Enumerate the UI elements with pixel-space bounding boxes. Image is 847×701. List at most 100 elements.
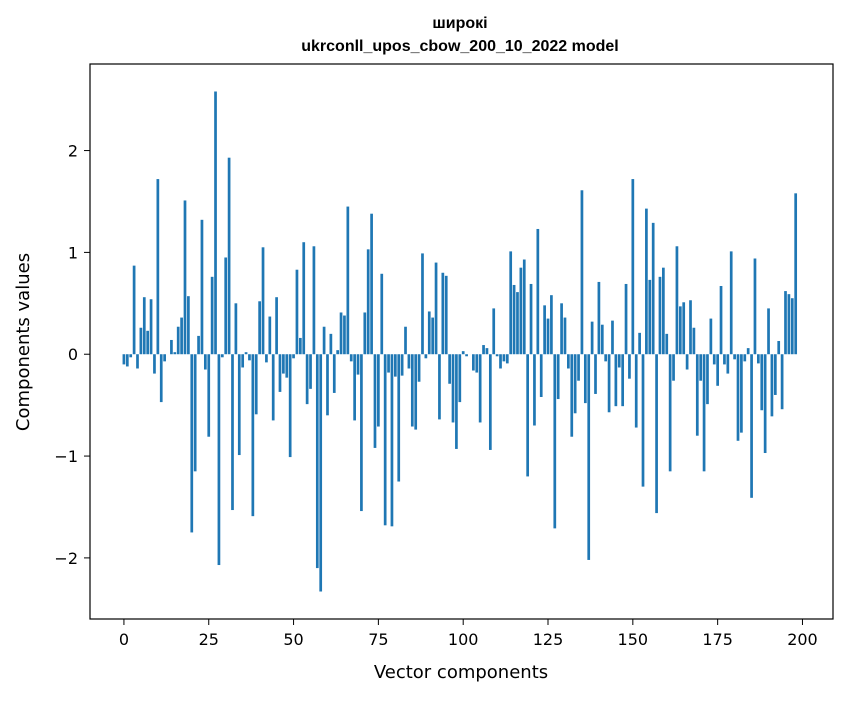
bar-55 — [309, 354, 312, 389]
bar-197 — [791, 298, 794, 354]
x-tick-label-175: 175 — [702, 630, 733, 649]
y-tick-label-2: 2 — [68, 142, 78, 161]
bar-14 — [170, 340, 173, 354]
bar-60 — [326, 354, 329, 415]
bar-17 — [180, 318, 183, 355]
bar-33 — [235, 303, 238, 354]
bar-7 — [146, 331, 149, 354]
bar-93 — [438, 354, 441, 419]
chart-title: широкі — [432, 15, 487, 32]
bar-9 — [153, 354, 156, 373]
x-tick-label-75: 75 — [368, 630, 388, 649]
bar-63 — [336, 350, 339, 354]
bar-107 — [486, 348, 489, 354]
bar-133 — [574, 354, 577, 413]
y-tick-label--1: −1 — [54, 447, 78, 466]
y-tick-label-0: 0 — [68, 345, 78, 364]
x-tick-label-125: 125 — [533, 630, 564, 649]
bar-41 — [262, 247, 265, 354]
bar-28 — [218, 354, 221, 565]
bar-154 — [645, 209, 648, 355]
bar-8 — [150, 299, 153, 354]
bar-84 — [408, 354, 411, 368]
bar-179 — [730, 251, 733, 354]
bar-10 — [157, 179, 160, 354]
bar-188 — [760, 354, 763, 410]
bar-155 — [648, 280, 651, 354]
bar-54 — [306, 354, 309, 404]
x-tick-label-50: 50 — [283, 630, 303, 649]
bar-64 — [340, 312, 343, 354]
bar-25 — [207, 354, 210, 436]
bar-115 — [513, 285, 516, 354]
bar-78 — [387, 354, 390, 372]
x-tick-label-150: 150 — [618, 630, 649, 649]
bar-92 — [435, 263, 438, 355]
bar-110 — [496, 354, 499, 356]
bar-5 — [140, 328, 143, 354]
bar-124 — [543, 305, 546, 354]
bar-175 — [716, 354, 719, 386]
bar-141 — [601, 325, 604, 355]
bar-149 — [628, 354, 631, 378]
bar-135 — [581, 190, 584, 354]
bar-106 — [482, 345, 485, 354]
bar-180 — [733, 354, 736, 359]
bar-24 — [204, 354, 207, 369]
bar-145 — [615, 354, 618, 406]
bar-147 — [621, 354, 624, 406]
bar-129 — [560, 303, 563, 354]
bar-126 — [550, 295, 553, 354]
bar-136 — [584, 354, 587, 403]
bar-49 — [289, 354, 292, 457]
bar-56 — [313, 246, 316, 354]
bar-66 — [346, 207, 349, 355]
bar-116 — [516, 292, 519, 354]
bar-192 — [774, 354, 777, 395]
bar-29 — [221, 354, 224, 357]
bar-91 — [431, 318, 434, 355]
bar-36 — [245, 352, 248, 354]
bar-181 — [737, 354, 740, 441]
bar-2 — [129, 354, 132, 357]
bar-184 — [747, 348, 750, 354]
bar-172 — [706, 354, 709, 404]
bar-11 — [160, 354, 163, 402]
bar-108 — [489, 354, 492, 450]
bar-43 — [268, 317, 271, 355]
bar-15 — [173, 352, 176, 354]
bar-150 — [631, 179, 634, 354]
bar-143 — [608, 354, 611, 412]
bar-177 — [723, 354, 726, 364]
bar-166 — [686, 354, 689, 369]
bar-series — [123, 92, 797, 592]
bar-157 — [655, 354, 658, 513]
bar-159 — [662, 268, 665, 355]
bar-18 — [184, 200, 187, 354]
bar-138 — [591, 322, 594, 355]
bar-46 — [279, 354, 282, 392]
bar-35 — [241, 354, 244, 367]
x-tick-label-25: 25 — [199, 630, 219, 649]
bar-37 — [248, 354, 251, 360]
bar-83 — [404, 327, 407, 355]
bar-72 — [367, 249, 370, 354]
bar-48 — [285, 354, 288, 377]
bar-62 — [333, 354, 336, 393]
bar-173 — [710, 319, 713, 355]
bar-87 — [418, 354, 421, 382]
bar-198 — [794, 193, 797, 354]
bar-82 — [401, 354, 404, 375]
bar-12 — [163, 354, 166, 361]
bar-0 — [123, 354, 126, 364]
bar-103 — [472, 354, 475, 370]
bar-88 — [421, 253, 424, 354]
bar-99 — [458, 354, 461, 402]
bar-95 — [445, 276, 448, 354]
bar-142 — [604, 354, 607, 361]
y-tick-label--2: −2 — [54, 549, 78, 568]
bar-146 — [618, 354, 621, 367]
bar-152 — [638, 333, 641, 354]
